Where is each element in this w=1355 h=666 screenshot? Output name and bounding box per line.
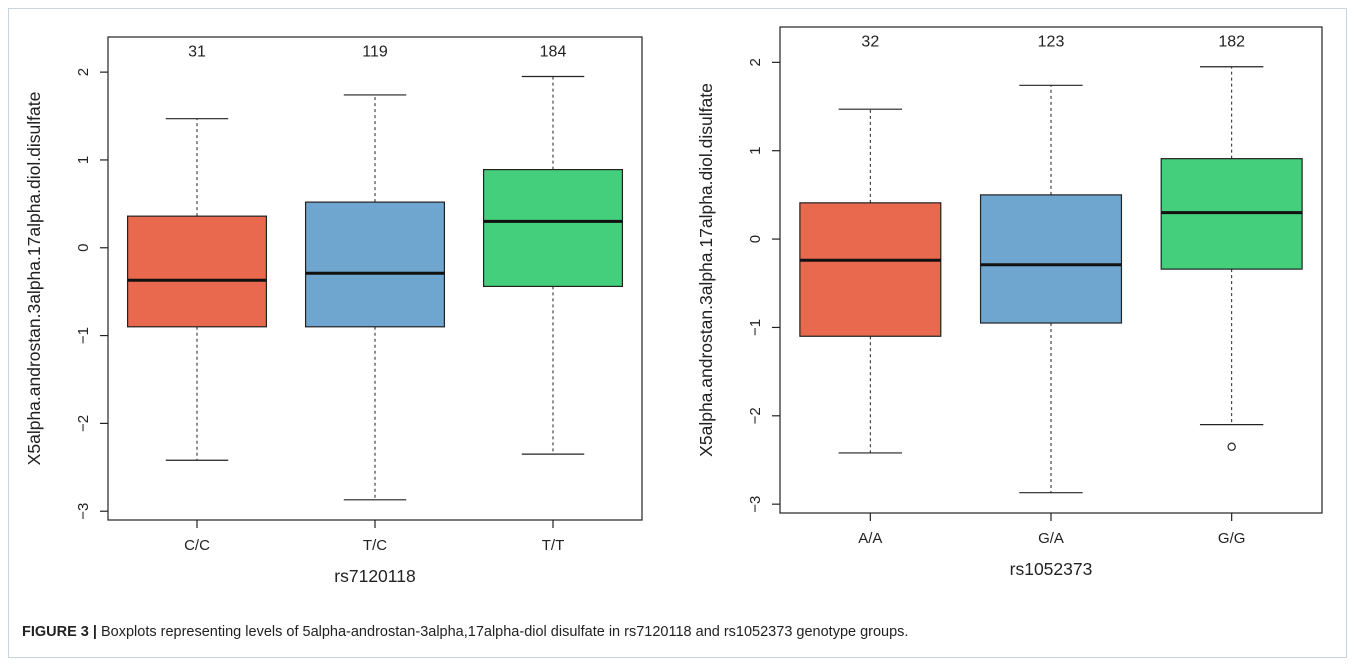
- right-ytick-label: 2: [747, 58, 764, 66]
- right-xlabel: rs1052373: [1010, 559, 1093, 579]
- figure-caption: FIGURE 3 | Boxplots representing levels …: [22, 624, 908, 640]
- left-ytick-label: 2: [75, 68, 92, 76]
- caption-label: FIGURE 3 |: [22, 624, 97, 640]
- left-xlabel: rs7120118: [334, 566, 415, 586]
- left-xtick-label: T/T: [542, 537, 565, 554]
- left-ytick-label: 0: [75, 244, 92, 252]
- right-outlier-point: [1227, 442, 1236, 451]
- left-count-label: 184: [540, 43, 567, 60]
- left-box: [482, 169, 624, 288]
- left-xtick-label: C/C: [184, 537, 210, 554]
- right-xtick-label: G/G: [1218, 530, 1246, 547]
- left-ylabel: X5alpha.androstan.3alpha.17alpha.diol.di…: [24, 92, 44, 466]
- boxplot-panel-left: −3 −2 −1 0 1 2 X5alpha.androstan.3alpha.17alph…: [18, 20, 658, 620]
- right-ytick-label: −3: [747, 496, 764, 513]
- left-xtick-label: T/C: [363, 537, 387, 554]
- boxplot-panel-right: −3 −2 −1 0 1 2 X5alpha.androstan.3alpha.17alph…: [690, 20, 1330, 620]
- right-ytick-label: −2: [747, 407, 764, 424]
- right-xtick-label: G/A: [1038, 530, 1064, 547]
- right-xtick-label: A/A: [858, 530, 882, 547]
- right-ylabel: X5alpha.androstan.3alpha.17alpha.diol.di…: [696, 83, 716, 457]
- figure-frame: [8, 8, 1347, 658]
- left-ytick-label: 1: [75, 156, 92, 164]
- boxplot-chart-left: −3 −2 −1 0 1 2 X5alpha.androstan.3alpha.17alph…: [24, 36, 643, 586]
- right-ytick-label: 0: [747, 235, 764, 243]
- right-box: [979, 194, 1123, 324]
- left-box: [304, 201, 446, 328]
- caption-text: Boxplots representing levels of 5alpha-a…: [101, 624, 909, 640]
- right-ytick-label: 1: [747, 147, 764, 155]
- left-count-label: 119: [362, 43, 388, 60]
- left-count-label: 31: [188, 43, 206, 60]
- left-ytick-label: −3: [75, 503, 92, 520]
- left-ytick-label: −2: [75, 415, 92, 432]
- right-ytick-label: −1: [747, 319, 764, 336]
- left-box: [126, 215, 268, 328]
- left-ytick-label: −1: [75, 327, 92, 344]
- right-count-label: 123: [1038, 33, 1065, 50]
- right-count-label: 32: [861, 33, 879, 50]
- right-count-label: 182: [1218, 33, 1245, 50]
- boxplot-chart-right: −3 −2 −1 0 1 2 X5alpha.androstan.3alpha.17alph…: [696, 26, 1323, 579]
- right-box: [799, 202, 942, 337]
